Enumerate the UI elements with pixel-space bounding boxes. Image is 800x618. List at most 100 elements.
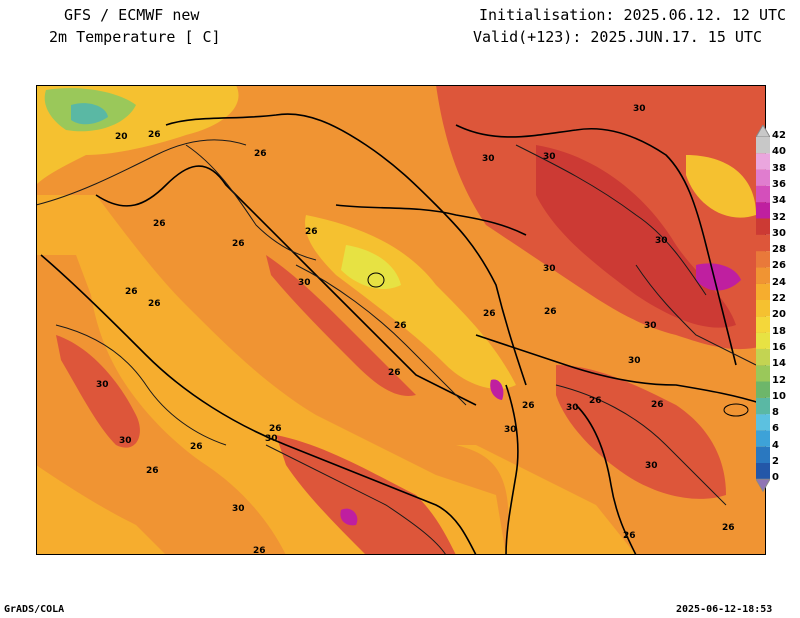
- contour-label: 30: [96, 380, 109, 390]
- colorbar-tick-label: 30: [772, 227, 786, 239]
- contour-label: 26: [190, 442, 203, 452]
- contour-label: 26: [722, 523, 735, 533]
- contour-label: 30: [232, 504, 245, 514]
- colorbar-segment: [756, 381, 770, 398]
- contour-label: 30: [543, 152, 556, 162]
- header-variable: 2m Temperature [ C]: [49, 28, 221, 46]
- contour-ring: [723, 403, 749, 417]
- alps-teal-patch: [71, 103, 108, 125]
- colorbar-segment: [756, 430, 770, 447]
- contour-label: 30: [298, 278, 311, 288]
- colorbar-segment: [756, 300, 770, 317]
- colorbar-segment: [756, 218, 770, 235]
- contour-label: 30: [482, 154, 495, 164]
- colorbar-segment: [756, 202, 770, 219]
- colorbar-segment: [756, 234, 770, 252]
- colorbar-segment: [756, 251, 770, 268]
- contour-label: 30: [119, 436, 132, 446]
- contour-label: 30: [566, 403, 579, 413]
- colorbar-segment: [756, 169, 770, 186]
- footer-timestamp: 2025-06-12-18:53: [676, 604, 773, 615]
- contour-label: 26: [522, 401, 535, 411]
- contour-label: 30: [628, 356, 641, 366]
- colorbar-tick-label: 0: [772, 472, 779, 484]
- colorbar-tick-label: 14: [772, 358, 786, 370]
- italy-west-hot: [56, 335, 140, 448]
- colorbar-tick-label: 10: [772, 390, 786, 402]
- colorbar-tick-label: 24: [772, 276, 786, 288]
- colorbar-segment: [756, 397, 770, 415]
- colorbar-tick-label: 6: [772, 423, 779, 435]
- ionian-sea: [456, 445, 636, 555]
- contour-label: 26: [254, 149, 267, 159]
- colorbar-tick-label: 18: [772, 325, 786, 337]
- colorbar-segment: [756, 283, 770, 300]
- colorbar-tick-label: 22: [772, 293, 786, 304]
- hot-magenta-patch: [696, 263, 741, 291]
- colorbar-segment: [756, 267, 770, 284]
- balkan-yellow-patch: [341, 245, 401, 290]
- isotherm-contours: [36, 139, 757, 555]
- northeast-very-hot: [536, 145, 736, 328]
- contour-label: 26: [148, 130, 161, 140]
- east-cool-patch: [686, 155, 756, 218]
- contour-label: 30: [655, 236, 668, 246]
- colorbar-segment: [756, 153, 770, 170]
- contour-label: 26: [651, 400, 664, 410]
- temperature-map: 20 26 26 26 26 26 26 26 26 26 26 26 26 2…: [36, 85, 766, 555]
- colorbar-tick-label: 36: [772, 178, 786, 190]
- colorbar-tick-label: 16: [772, 341, 786, 353]
- contour-label: 30: [633, 104, 646, 114]
- dalmatia-hot-strip: [266, 255, 416, 396]
- colorbar-segment: [756, 446, 770, 463]
- colorbar-segment: [756, 365, 770, 382]
- colorbar-tick-label: 34: [772, 195, 786, 207]
- contour-label: 26: [269, 424, 282, 434]
- colorbar-segment: [756, 316, 770, 333]
- colorbar-segment: [756, 332, 770, 349]
- colorbar-segment: [756, 414, 770, 431]
- colorbar-tick-label: 8: [772, 407, 779, 419]
- colorbar-segment: [756, 463, 770, 480]
- colorbar-min-triangle: [756, 478, 770, 493]
- west-sea: [36, 465, 166, 555]
- adriatic-sea: [36, 195, 506, 555]
- colorbar-segment: [756, 137, 770, 154]
- contour-label: 26: [544, 307, 557, 317]
- albania-magenta-patch: [490, 379, 504, 400]
- header-model: GFS / ECMWF new: [64, 6, 200, 24]
- colorbar-tick-label: 12: [772, 374, 786, 386]
- colorbar-tick-label: 38: [772, 162, 786, 174]
- contour-label: 30: [644, 321, 657, 331]
- contour-label: 30: [504, 425, 517, 435]
- colorbar-tick-label: 20: [772, 309, 786, 321]
- italy-magenta-patch: [340, 508, 358, 526]
- contour-label: 26: [148, 299, 161, 309]
- header-init: Initialisation: 2025.06.12. 12 UTC: [479, 6, 787, 24]
- contour-label: 26: [623, 531, 636, 541]
- colorbar: [756, 125, 770, 493]
- colorbar-tick-label: 26: [772, 260, 786, 272]
- colorbar-segment: [756, 348, 770, 366]
- colorbar-tick-label: 40: [772, 146, 786, 158]
- contour-label: 26: [146, 466, 159, 476]
- country-borders: [40, 113, 766, 555]
- colorbar-tick-label: 28: [772, 244, 786, 256]
- contour-label: 26: [388, 368, 401, 378]
- contour-label: 26: [483, 309, 496, 319]
- contour-label: 26: [394, 321, 407, 331]
- contour-label: 30: [543, 264, 556, 274]
- header-valid: Valid(+123): 2025.JUN.17. 15 UTC: [473, 28, 762, 46]
- footer-credit: GrADS/COLA: [4, 604, 65, 615]
- colorbar-segment: [756, 185, 770, 203]
- colorbar-tick-label: 2: [772, 456, 779, 467]
- contour-label: 26: [232, 239, 245, 249]
- contour-label: 30: [645, 461, 658, 471]
- contour-label: 26: [305, 227, 318, 237]
- colorbar-max-triangle: [756, 125, 770, 138]
- colorbar-tick-label: 42: [772, 130, 786, 141]
- contour-label: 26: [589, 396, 602, 406]
- contour-label: 26: [253, 546, 266, 555]
- colorbar-tick-label: 4: [772, 439, 779, 451]
- colorbar-tick-label: 32: [772, 211, 786, 223]
